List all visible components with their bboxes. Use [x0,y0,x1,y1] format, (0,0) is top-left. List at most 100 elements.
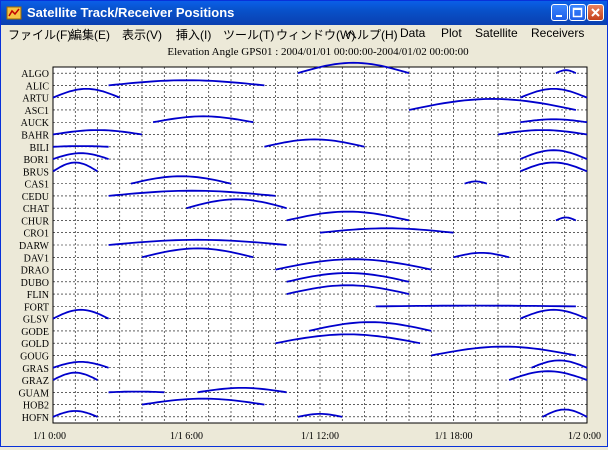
x-tick-label: 1/1 12:00 [301,431,339,442]
satellite-pass-arc [275,333,421,345]
satellite-pass-arc [464,180,488,185]
menu-view[interactable]: 表示(V) [122,28,162,42]
receiver-label: FLIN [27,290,49,301]
close-icon [591,8,600,17]
satellite-pass-arc [555,69,577,74]
close-button[interactable] [587,4,604,21]
receiver-label: GUAM [18,388,49,399]
menu-help[interactable]: ヘルプ(H) [345,28,398,42]
satellite-pass-arc [319,227,454,234]
menu-bar: ファイル(F) 編集(E) 表示(V) 挿入(I) ツール(T) ウィンドウ(W… [1,25,607,43]
satellite-pass-arc [141,397,265,406]
receiver-label: DARW [19,241,50,252]
receiver-label: GODE [21,327,49,338]
satellite-pass-arc [542,408,588,418]
x-tick-label: 1/1 18:00 [434,431,472,442]
receiver-label: AUCK [21,118,50,129]
minimize-icon [556,15,562,17]
receiver-label: HOB2 [23,401,49,412]
satellite-pass-arc [52,152,109,160]
minimize-button[interactable] [551,4,568,21]
receiver-label: CRO1 [23,229,49,240]
menu-plot[interactable]: Plot [441,26,462,40]
window-title: Satellite Track/Receiver Positions [27,5,235,20]
receiver-label: CHAT [23,204,49,215]
receiver-label: GOUG [20,351,49,362]
satellite-pass-arc [408,97,577,111]
chart-title: Elevation Angle GPS01 : 2004/01/01 00:00… [167,46,469,58]
satellite-pass-arc [52,308,110,320]
satellite-pass-arc [431,345,577,357]
receiver-label: GLSV [23,315,50,326]
x-tick-label: 1/1 0:00 [33,431,66,442]
receiver-label: BILI [30,143,49,154]
satellite-pass-arc [508,370,588,381]
receiver-label: BRUS [23,167,49,178]
receiver-label: GRAS [22,364,49,375]
satellite-pass-arc [108,189,276,197]
satellite-pass-arc [52,129,143,136]
receiver-label: GOLD [21,339,49,350]
receiver-label: ALGO [21,69,49,80]
menu-tools[interactable]: ツール(T) [223,28,275,42]
satellite-pass-arc [264,138,365,148]
satellite-pass-arc [519,149,588,160]
satellite-pass-arc [519,308,588,320]
satellite-pass-arc [52,371,98,381]
maximize-button[interactable] [569,4,586,21]
elevation-chart: Elevation Angle GPS01 : 2004/01/01 00:00… [18,46,601,442]
receiver-label: DUBO [21,278,49,289]
menu-receivers[interactable]: Receivers [531,26,585,40]
app-icon [6,6,22,20]
satellite-pass-arc [52,88,121,99]
menu-insert[interactable]: 挿入(I) [176,28,212,42]
receiver-label: CHUR [21,216,49,227]
x-tick-label: 1/1 6:00 [170,431,203,442]
satellite-pass-arc [519,161,588,173]
satellite-pass-arc [108,79,265,87]
satellite-pass-arc [519,88,588,99]
receiver-label: BAHR [21,131,49,142]
satellite-pass-arc [52,361,109,369]
receiver-label: DAV1 [24,253,49,264]
satellite-pass-arc [52,161,98,173]
menu-data[interactable]: Data [400,26,426,40]
satellite-pass-arc [297,61,410,74]
satellite-pass-arc [186,198,287,210]
satellite-pass-arc [130,175,232,185]
satellite-pass-arc [453,252,510,259]
menu-file[interactable]: ファイル(F) [8,28,72,42]
menu-window[interactable]: ウィンドウ(W) [276,28,356,42]
title-bar[interactable]: Satellite Track/Receiver Positions [1,1,607,25]
maximize-icon [572,7,583,18]
satellite-pass-arc [497,129,588,136]
receiver-label: FORT [24,302,49,313]
satellite-pass-arc [286,284,410,295]
receiver-label: ALIC [26,81,50,92]
satellite-pass-arc [197,387,287,394]
satellite-pass-arc [286,272,410,283]
satellite-pass-arc [275,258,432,271]
satellite-pass-arc [531,359,588,369]
menu-edit[interactable]: 編集(E) [70,28,110,42]
receiver-label: ASC1 [25,106,49,117]
satellite-pass-arc [555,216,577,222]
receiver-label: GRAZ [22,376,49,387]
satellite-pass-arc [152,115,254,124]
satellite-pass-arc [52,145,109,148]
satellite-pass-arc [141,247,254,259]
satellite-pass-arc [108,238,287,246]
receiver-label: CEDU [22,192,50,203]
satellite-pass-arc [286,210,410,222]
receiver-label: CAS1 [25,180,49,191]
receiver-label: BOR1 [23,155,49,166]
figure-area: Elevation Angle GPS01 : 2004/01/01 00:00… [1,43,607,446]
satellite-pass-arc [308,321,432,332]
satellite-pass-arc [52,410,98,418]
x-tick-label: 1/2 0:00 [568,431,601,442]
receiver-label: HOFN [22,413,49,424]
satellite-pass-arc [297,413,343,418]
menu-satellite[interactable]: Satellite [475,26,518,40]
satellite-pass-arc [375,304,576,308]
